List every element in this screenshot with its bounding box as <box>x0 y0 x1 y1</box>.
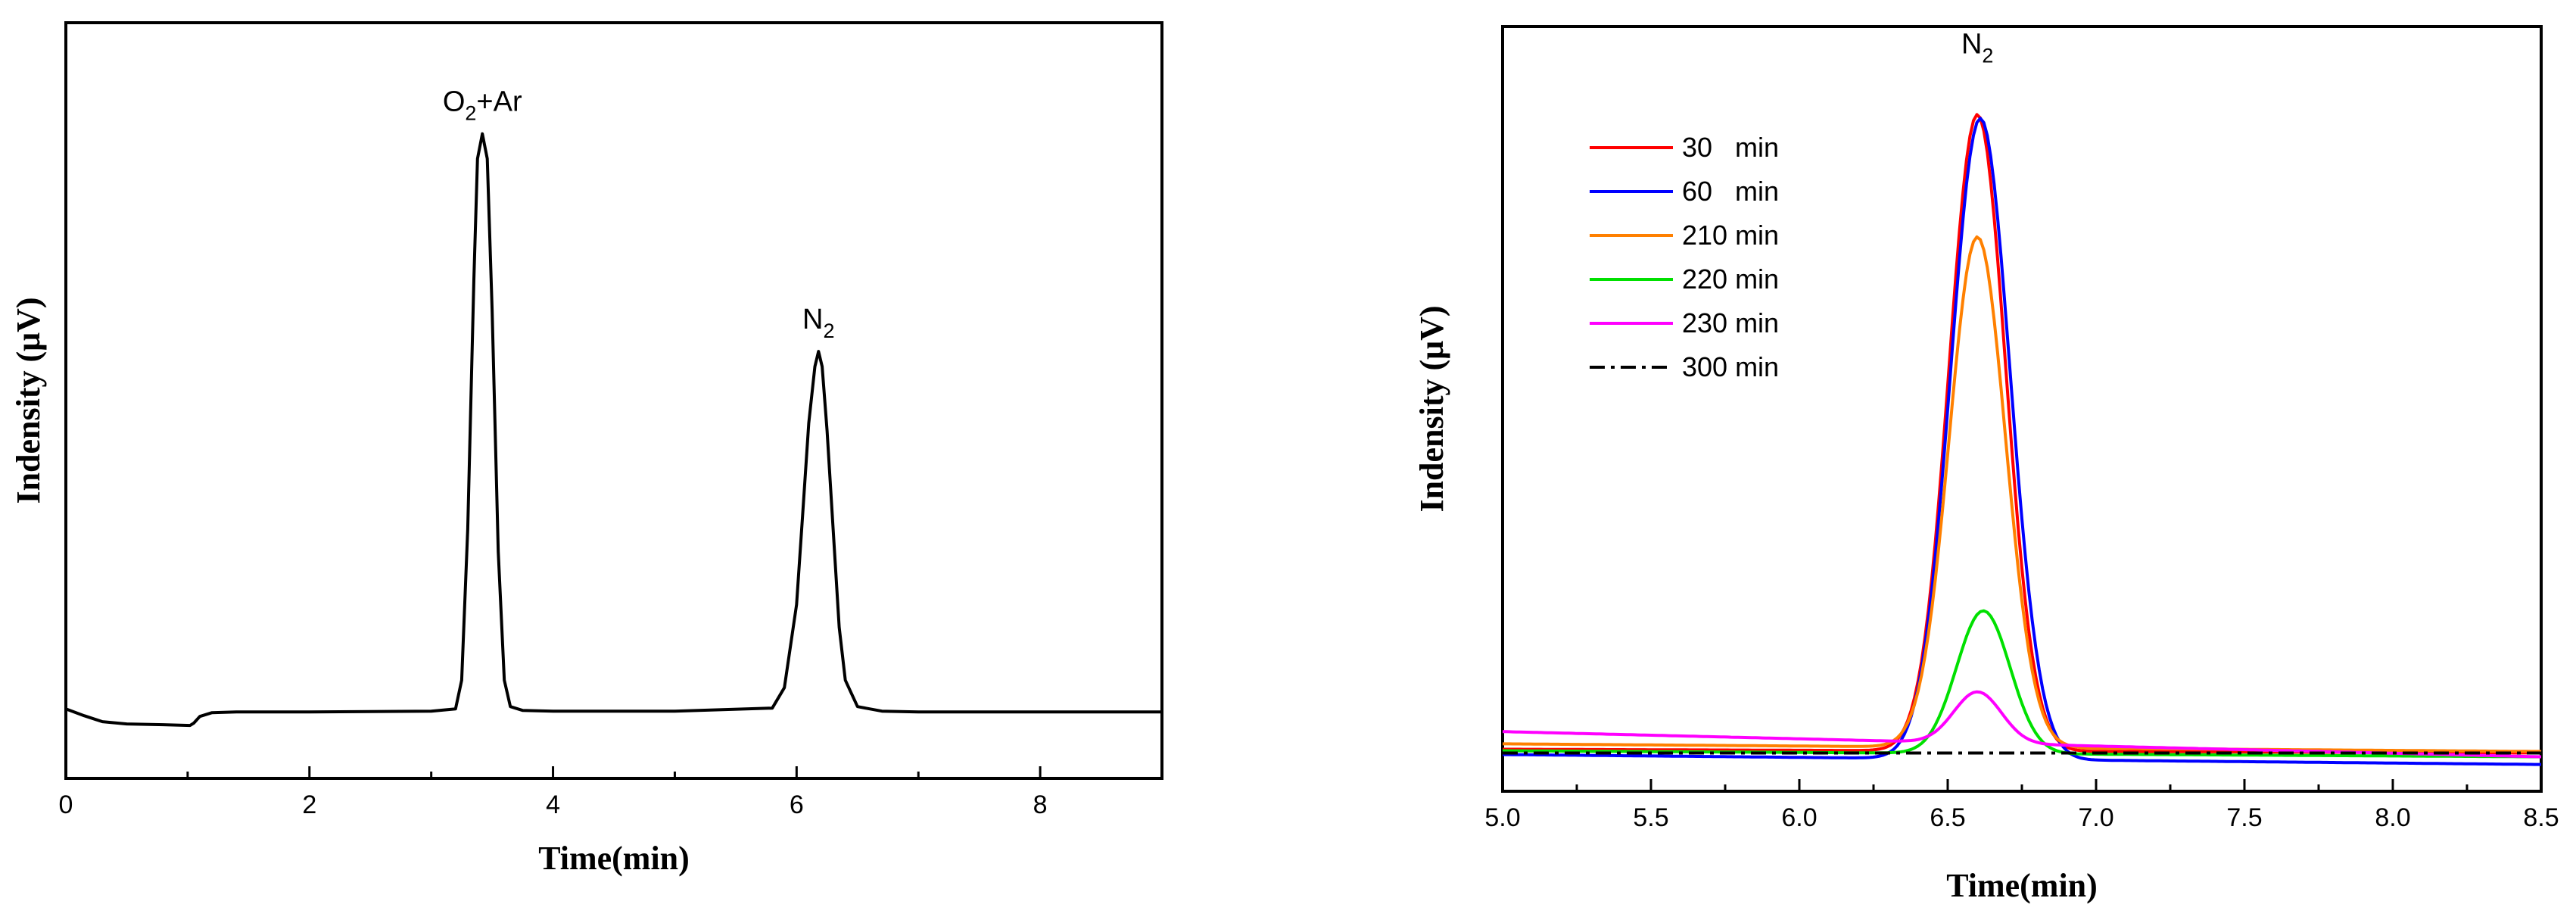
chromatogram-chart-right: 5.0 5.5 6.0 6.5 7.0 7.5 8.0 8.5 N2 30 min 60 min… <box>1413 25 2559 904</box>
series-group-left <box>65 132 1162 728</box>
series-line-1-1 <box>1502 117 2541 766</box>
x-ticks-left: 0 2 4 6 8 <box>59 766 1048 819</box>
x-axis-title-left: Time(min) <box>538 840 690 877</box>
series-line-1-2 <box>1503 235 2542 753</box>
legend-label: 300 min <box>1682 351 1779 382</box>
x-tick-label: 5.0 <box>1484 803 1520 832</box>
legend-label: 220 min <box>1682 263 1779 295</box>
x-tick-label: 2 <box>302 790 316 819</box>
legend-label: 30 min <box>1682 132 1779 163</box>
legend-label: 210 min <box>1682 220 1779 251</box>
x-tick-label: 7.5 <box>2226 803 2262 832</box>
series-line-1-0 <box>1503 113 2541 755</box>
series-line-0-0 <box>65 132 1162 728</box>
x-tick-label: 7.0 <box>2078 803 2113 832</box>
series-line-1-4 <box>1502 690 2542 759</box>
x-ticks-right: 5.0 5.5 6.0 6.5 7.0 7.5 8.0 8.5 <box>1484 779 2559 832</box>
x-tick-label: 5.5 <box>1633 803 1668 832</box>
y-axis-title-left: Indensity (μV) <box>10 297 47 504</box>
peak-label: N2 <box>802 304 834 342</box>
x-tick-label: 4 <box>546 790 560 819</box>
x-tick-label: 8 <box>1033 790 1048 819</box>
x-tick-label: 8.0 <box>2375 803 2410 832</box>
plot-frame-right <box>1501 25 2543 793</box>
annotations-left: O2+Ar N2 <box>443 86 835 342</box>
x-tick-label: 8.5 <box>2523 803 2559 832</box>
legend-right: 30 min 60 min 210 min 220 min 230 min 300 min <box>1590 132 1779 382</box>
legend-label: 60 min <box>1682 176 1779 207</box>
x-tick-label: 6.0 <box>1781 803 1817 832</box>
peak-label: O2+Ar <box>443 86 522 125</box>
series-group-right <box>1502 113 2542 766</box>
x-tick-label: 6.5 <box>1930 803 1965 832</box>
y-axis-title-right: Indensity (μV) <box>1413 305 1450 512</box>
series-line-1-3 <box>1503 609 2541 759</box>
legend-label: 230 min <box>1682 307 1779 338</box>
x-tick-label: 6 <box>790 790 804 819</box>
annotations-right: N2 <box>1961 29 1993 67</box>
x-axis-title-right: Time(min) <box>1946 867 2098 904</box>
plot-frame-left <box>64 21 1163 780</box>
peak-label: N2 <box>1961 29 1993 67</box>
x-tick-label: 0 <box>59 790 73 819</box>
chromatogram-chart-left: 0 2 4 6 8 O2+Ar N2 Time(min) Indensity (μV) <box>10 21 1163 877</box>
